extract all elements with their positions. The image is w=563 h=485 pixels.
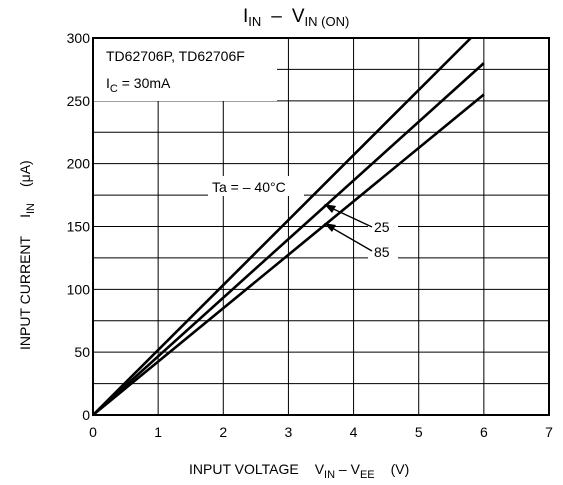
- y-tick-label-6: 300: [67, 30, 91, 46]
- y-tick-label-3: 150: [67, 219, 91, 235]
- series-label-25: 25: [374, 219, 390, 235]
- title-v-sub: IN (ON): [305, 14, 350, 29]
- title-sep: –: [271, 6, 282, 27]
- y-tick-label-1: 50: [74, 344, 90, 360]
- y-tick-label-2: 100: [67, 281, 91, 297]
- x-tick-label-1: 1: [154, 424, 162, 440]
- x-tick-label-6: 6: [480, 424, 488, 440]
- title-v: V: [292, 6, 305, 27]
- x-tick-label-2: 2: [219, 424, 227, 440]
- series-label-85: 85: [374, 244, 390, 260]
- series-lines: [92, 37, 485, 417]
- series-line-2: [92, 93, 485, 417]
- series-label-bg-85: [368, 243, 398, 261]
- series-label-minus40: Ta = – 40°C: [212, 179, 286, 195]
- x-tick-label-4: 4: [350, 424, 358, 440]
- info-box: [94, 39, 277, 101]
- x-tick-label-7: 7: [545, 424, 553, 440]
- y-tick-labels: 0 50 100 150 200 250 300: [67, 30, 91, 423]
- series-line-1: [92, 62, 485, 416]
- info-box-condition: IC = 30mA: [106, 75, 171, 95]
- info-box-device: TD62706P, TD62706F: [106, 48, 245, 64]
- chart-title: IIN – VIN (ON): [243, 6, 349, 29]
- x-tick-label-0: 0: [89, 424, 97, 440]
- y-axis-label: INPUT CURRENTIIN(μA): [17, 160, 37, 350]
- y-tick-label-5: 250: [67, 93, 91, 109]
- x-tick-label-3: 3: [285, 424, 293, 440]
- title-main: I: [243, 6, 248, 27]
- x-axis-label: INPUT VOLTAGE VIN – VEE (V): [189, 461, 409, 481]
- title-main-sub: IN: [248, 14, 261, 29]
- grid: [92, 37, 550, 416]
- leader-arrow-85: [324, 223, 373, 252]
- y-tick-label-0: 0: [82, 407, 90, 423]
- series-line-0: [92, 37, 472, 416]
- x-tick-label-5: 5: [415, 424, 423, 440]
- series-label-bg-40: [208, 176, 304, 196]
- leader-arrow-25: [324, 204, 373, 228]
- series-label-bg-25: [368, 218, 398, 236]
- y-tick-label-4: 200: [67, 156, 91, 172]
- plot-frame: [92, 37, 550, 416]
- x-tick-labels: 0 1 2 3 4 5 6 7: [89, 424, 553, 440]
